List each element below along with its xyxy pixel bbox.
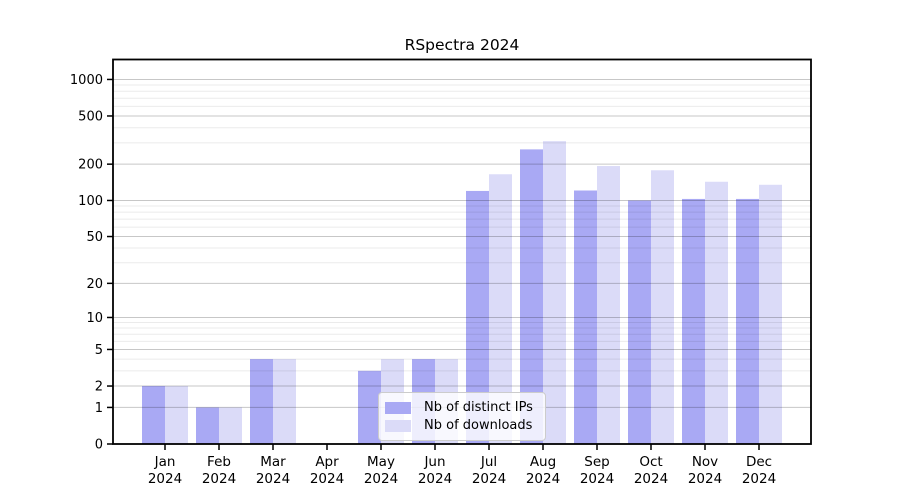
bar-distinct-ips-nov — [682, 198, 705, 444]
bar-distinct-ips-may — [358, 370, 381, 444]
bar-distinct-ips-jul — [466, 190, 489, 444]
x-tick-label-month: May — [367, 454, 395, 470]
x-tick-label-month: Jul — [480, 454, 497, 470]
y-tick-label: 20 — [86, 277, 103, 292]
y-tick-label: 0 — [95, 438, 103, 453]
x-tick-label-month: Mar — [260, 454, 286, 470]
x-tick-label-year: 2024 — [310, 471, 344, 487]
x-tick-label-year: 2024 — [256, 471, 290, 487]
x-tick-label-month: Jan — [154, 454, 176, 470]
bar-downloads-oct — [651, 170, 674, 444]
x-tick-label-month: Sep — [584, 454, 609, 470]
bar-downloads-nov — [705, 181, 728, 444]
x-tick-label-month: Dec — [746, 454, 772, 470]
bar-downloads-jul — [489, 174, 512, 444]
y-tick-label: 5 — [95, 343, 103, 358]
y-tick-label: 200 — [78, 158, 103, 173]
legend-swatch-downloads — [385, 419, 411, 432]
x-tick-label-month: Oct — [639, 454, 662, 470]
x-tick-label-year: 2024 — [526, 471, 560, 487]
bar-distinct-ips-aug — [520, 149, 543, 444]
x-tick-label-month: Apr — [315, 454, 339, 470]
y-tick-label: 100 — [78, 194, 103, 209]
plot-frame — [112, 58, 812, 445]
legend-box: Nb of distinct IPs Nb of downloads — [378, 392, 546, 441]
y-tick-label: 2 — [95, 380, 103, 395]
legend-item-downloads: Nb of downloads — [385, 417, 538, 434]
legend-label-distinct-ips: Nb of distinct IPs — [424, 400, 533, 415]
y-tick-label: 50 — [86, 230, 103, 245]
bar-distinct-ips-feb — [196, 407, 219, 444]
x-tick-label-year: 2024 — [148, 471, 182, 487]
bar-distinct-ips-dec — [736, 198, 759, 444]
y-tick-label: 1 — [95, 401, 103, 416]
bar-downloads-mar — [273, 359, 296, 444]
legend-swatch-distinct-ips — [385, 401, 411, 414]
bar-distinct-ips-jan — [142, 386, 165, 444]
y-tick-label: 500 — [78, 109, 103, 124]
y-tick-label: 10 — [86, 311, 103, 326]
x-tick-label-year: 2024 — [364, 471, 398, 487]
x-tick-label-year: 2024 — [742, 471, 776, 487]
x-tick-label-year: 2024 — [418, 471, 452, 487]
y-tick-label: 1000 — [70, 73, 103, 88]
bar-downloads-dec — [759, 184, 782, 444]
x-tick-label-year: 2024 — [688, 471, 722, 487]
x-tick-label-month: Jun — [423, 454, 445, 470]
legend-label-downloads: Nb of downloads — [424, 418, 533, 433]
bar-distinct-ips-oct — [628, 200, 651, 444]
legend-item-distinct-ips: Nb of distinct IPs — [385, 399, 538, 416]
x-tick-label-month: Feb — [207, 454, 231, 470]
x-tick-label-month: Nov — [692, 454, 718, 470]
x-tick-label-year: 2024 — [634, 471, 668, 487]
bar-distinct-ips-sep — [574, 190, 597, 444]
bar-distinct-ips-mar — [250, 359, 273, 444]
x-tick-label-year: 2024 — [202, 471, 236, 487]
bar-downloads-sep — [597, 166, 620, 444]
chart-title: RSpectra 2024 — [404, 36, 520, 54]
x-tick-label-year: 2024 — [580, 471, 614, 487]
x-tick-label-year: 2024 — [472, 471, 506, 487]
bar-downloads-jan — [165, 386, 188, 444]
bar-downloads-feb — [219, 407, 242, 444]
bar-downloads-aug — [543, 141, 566, 444]
x-tick-label-month: Aug — [530, 454, 556, 470]
